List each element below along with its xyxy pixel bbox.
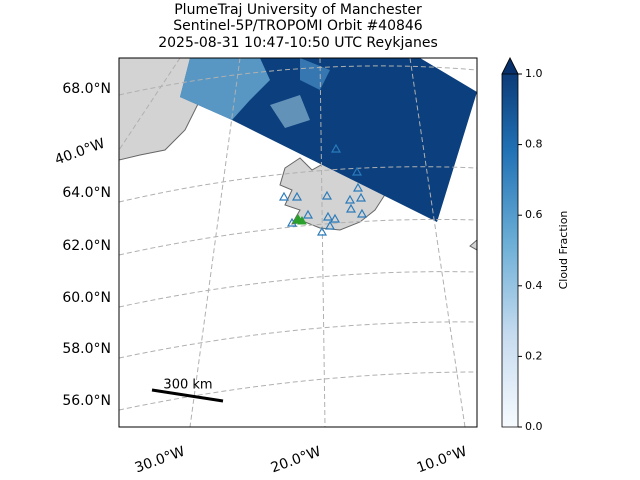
lat-label: 56.0°N: [62, 393, 111, 409]
lat-label: 62.0°N: [62, 238, 111, 254]
lat-label: 60.0°N: [62, 290, 111, 306]
swath: [180, 58, 477, 222]
swath-cloud: [270, 95, 310, 128]
lon-label: 10.0°W: [415, 444, 469, 477]
land: [469, 239, 477, 251]
lat-label: 58.0°N: [62, 341, 111, 357]
colorbar-tick-label: 0.2: [525, 349, 543, 362]
stations: [278, 143, 368, 236]
lat-label: 68.0°N: [62, 81, 111, 97]
lon-label: 20.0°W: [269, 444, 323, 477]
map-frame: [118, 57, 478, 428]
title-line: 2025-08-31 10:47-10:50 UTC Reykjanes: [158, 35, 438, 51]
title-line: Sentinel-5P/TROPOMI Orbit #40846: [173, 18, 423, 34]
colorbar-tick-label: 0.0: [525, 420, 543, 433]
colorbar-tick-label: 0.4: [525, 279, 543, 292]
scale-bar: [151, 388, 224, 403]
colorbar: Cloud Fraction: [501, 57, 570, 428]
colorbar-tick-label: 1.0: [525, 67, 543, 80]
lon-label: 40.0°W: [53, 136, 107, 169]
colorbar-tick-label: 0.6: [525, 208, 543, 221]
colorbar-label: Cloud Fraction: [557, 211, 570, 290]
swath-cloud: [300, 58, 330, 90]
lon-label: 30.0°W: [133, 444, 187, 477]
title-line: PlumeTraj University of Manchester: [174, 2, 422, 18]
map-area: 300 km: [119, 58, 477, 427]
scale-label: 300 km: [163, 378, 212, 393]
colorbar-tick-label: 0.8: [525, 138, 543, 151]
lat-label: 64.0°N: [62, 185, 111, 201]
